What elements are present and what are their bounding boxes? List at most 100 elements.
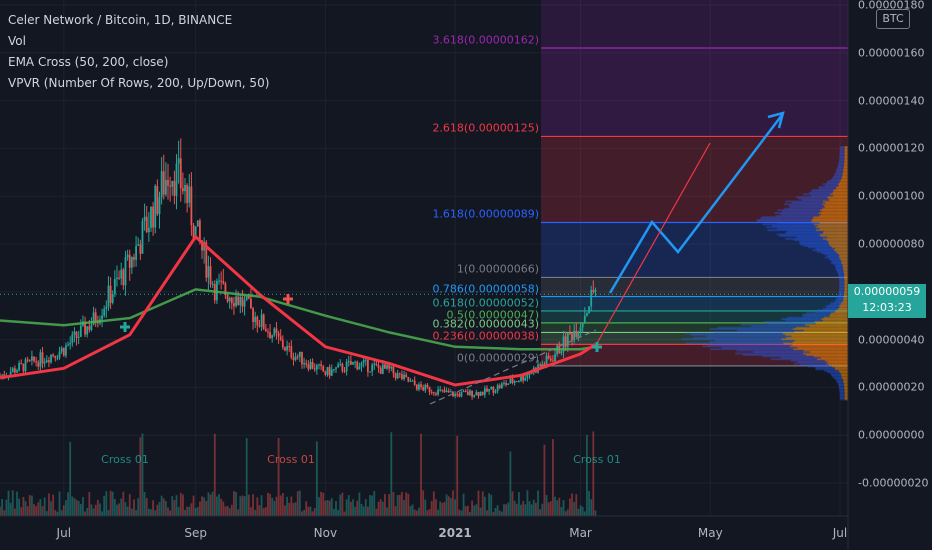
volume-bar — [405, 492, 408, 516]
candle-body — [24, 359, 27, 372]
candle-body — [460, 391, 463, 397]
volume-bar — [41, 506, 44, 516]
volume-bar — [250, 507, 252, 516]
vpvr-down-bar — [844, 157, 848, 160]
candle-body — [250, 298, 252, 309]
volume-bar — [116, 504, 118, 516]
candle-body — [54, 355, 57, 358]
candle-body — [394, 373, 397, 379]
volume-bar — [101, 511, 103, 516]
candle-body — [269, 332, 271, 339]
candle-body — [243, 300, 246, 307]
candle-body — [35, 360, 38, 363]
candle-body — [320, 364, 323, 367]
legend-vpvr[interactable]: VPVR (Number Of Rows, 200, Up/Down, 50) — [8, 76, 270, 90]
vpvr-up-bar — [811, 190, 834, 193]
candle-body — [430, 392, 433, 394]
vpvr-up-bar — [760, 217, 813, 220]
volume-bar — [226, 505, 229, 516]
volume-bar — [509, 451, 512, 516]
ema-lines — [0, 234, 597, 387]
vpvr-up-bar — [833, 263, 843, 266]
volume-bar — [549, 501, 552, 516]
vpvr-down-bar — [843, 382, 848, 385]
vpvr-down-bar — [844, 279, 848, 282]
candle-body — [409, 380, 412, 382]
vpvr-up-bar — [790, 359, 826, 362]
vpvr-up-bar — [774, 211, 819, 214]
volume-bar — [190, 503, 193, 516]
volume-bar — [156, 504, 159, 516]
candle-body — [358, 366, 361, 370]
vpvr-up-bar — [839, 391, 845, 394]
volume-bar — [449, 497, 452, 516]
candle-body — [477, 392, 480, 396]
legend-ema[interactable]: EMA Cross (50, 200, close) — [8, 55, 169, 69]
vpvr-up-bar — [839, 388, 845, 391]
volume-bar — [298, 490, 301, 516]
candle-body — [230, 297, 233, 304]
vpvr-down-bar — [792, 340, 848, 343]
vpvr-up-bar — [831, 177, 842, 180]
volume-bar — [315, 441, 318, 516]
volume-bar — [539, 509, 542, 516]
candle-body — [228, 297, 231, 302]
vpvr-up-bar — [830, 302, 841, 305]
candle-body — [56, 357, 59, 359]
candle-body — [154, 185, 157, 228]
candle-body — [426, 384, 429, 387]
volume-bar — [28, 495, 31, 516]
candle-body — [156, 185, 159, 215]
candle-body — [362, 360, 365, 363]
vpvr-up-bar — [781, 318, 822, 321]
volume-bar — [145, 498, 148, 516]
legend-vol[interactable]: Vol — [8, 34, 26, 48]
vpvr-down-bar — [842, 173, 848, 176]
volume-bar — [411, 504, 414, 516]
vpvr-up-bar — [799, 240, 829, 243]
fib-zone — [541, 332, 848, 345]
volume-bar — [590, 499, 593, 516]
volume-bar — [65, 500, 67, 516]
candle-body — [184, 185, 186, 192]
vpvr-down-bar — [803, 349, 848, 352]
volume-bar — [90, 504, 93, 516]
candle-body — [364, 359, 367, 361]
volume-bar — [160, 495, 163, 516]
candle-body — [18, 363, 21, 371]
vpvr-up-bar — [803, 244, 831, 247]
vpvr-up-bar — [815, 368, 836, 371]
vpvr-down-bar — [841, 373, 848, 376]
volume-bar — [426, 510, 429, 516]
legend-symbol[interactable]: Celer Network / Bitcoin, 1D, BINANCE — [8, 13, 233, 27]
candle-body — [224, 283, 227, 295]
volume-bar — [575, 494, 578, 516]
vpvr-up-bar — [836, 167, 844, 170]
vpvr-down-bar — [838, 256, 848, 259]
candle-body — [324, 371, 327, 375]
candle-body — [190, 186, 193, 226]
vpvr-up-bar — [830, 259, 841, 262]
volume-bar — [384, 493, 386, 516]
candle-body — [254, 316, 257, 322]
currency-unit-button[interactable]: BTC — [876, 9, 910, 29]
volume-bar — [198, 501, 201, 516]
vpvr-up-bar — [821, 252, 838, 255]
candle-body — [437, 389, 439, 395]
cross-label: Cross 01 — [573, 453, 621, 466]
ema-50-line — [0, 234, 597, 387]
volume-bar — [150, 509, 152, 516]
vpvr-down-bar — [824, 206, 848, 209]
candle-body — [428, 386, 431, 393]
candle-body — [435, 393, 437, 395]
candle-body — [475, 392, 478, 396]
candle-body — [175, 163, 178, 196]
volume-bar — [309, 506, 312, 516]
volume-bar — [483, 496, 486, 516]
candle-body — [33, 356, 35, 361]
vpvr-down-bar — [824, 204, 848, 207]
vpvr-up-bar — [802, 313, 830, 316]
trend-line — [595, 142, 711, 346]
candle-body — [260, 314, 263, 327]
